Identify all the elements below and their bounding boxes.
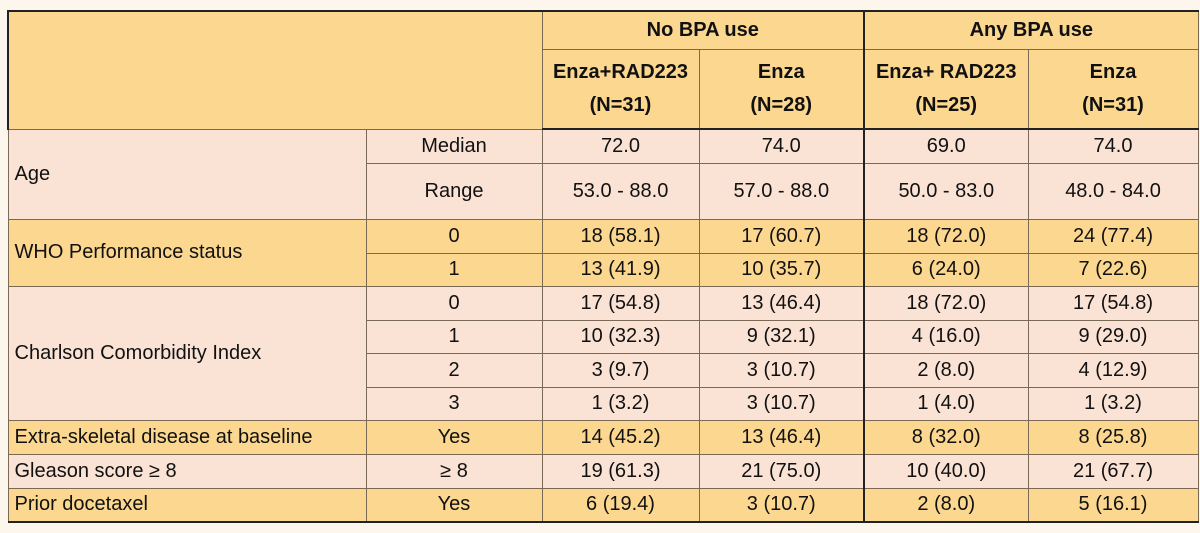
cell-value: 17 (60.7) [698,218,865,254]
row-category: Median [365,128,543,164]
row-category: Yes [365,419,543,455]
table-row: Charlson Comorbidity Index 0 17 (54.8) 1… [7,285,1199,421]
col-name: Enza+ RAD223 [875,60,1017,83]
cell-value: 10 (40.0) [863,453,1029,489]
cell-value: 2 (8.0) [863,352,1029,388]
row-label-docetaxel: Prior docetaxel [7,487,367,523]
group-no-bpa: No BPA use [541,10,865,50]
group-any-bpa: Any BPA use [863,10,1199,50]
col-n: (N=25) [915,93,978,116]
cell-value: 1 (4.0) [863,386,1029,421]
cell-value: 74.0 [698,128,865,164]
table-row: 3 1 (3.2) 3 (10.7) 1 (4.0) 1 (3.2) [8,386,1199,421]
col-header-2: Enza (N=28) [698,48,865,130]
cell-value: 3 (10.7) [698,487,865,523]
cell-value: 53.0 - 88.0 [541,162,700,220]
cell-value: 2 (8.0) [863,487,1029,523]
cell-value: 69.0 [863,128,1029,164]
table-row: Prior docetaxel Yes 6 (19.4) 3 (10.7) 2 … [7,487,1199,523]
cell-value: 4 (16.0) [863,319,1029,354]
table-row: 1 10 (32.3) 9 (32.1) 4 (16.0) 9 (29.0) [8,319,1199,354]
cell-value: 9 (29.0) [1027,319,1199,354]
cell-value: 50.0 - 83.0 [863,162,1029,220]
table-row: Gleason score ≥ 8 ≥ 8 19 (61.3) 21 (75.0… [7,453,1199,489]
col-header-4: Enza (N=31) [1027,48,1199,130]
cell-value: 1 (3.2) [1027,386,1199,421]
cell-value: 21 (75.0) [698,453,865,489]
cell-value: 13 (41.9) [541,252,700,287]
cell-value: 9 (32.1) [698,319,865,354]
row-category: 2 [365,352,543,388]
row-category: 0 [365,285,543,321]
table-row: Range 53.0 - 88.0 57.0 - 88.0 50.0 - 83.… [8,162,1199,220]
header-empty-cell [7,10,543,130]
table-row: WHO Performance status 0 18 (58.1) 17 (6… [7,218,1199,287]
cell-value: 1 (3.2) [541,386,700,421]
row-category: Yes [365,487,543,523]
row-label-who: WHO Performance status [7,218,367,287]
table-row: Age Median 72.0 74.0 69.0 74.0 [7,128,1199,220]
cell-value: 5 (16.1) [1027,487,1199,523]
row-category: Range [365,162,543,220]
cell-value: 7 (22.6) [1027,252,1199,287]
cell-value: 21 (67.7) [1027,453,1199,489]
cell-value: 4 (12.9) [1027,352,1199,388]
cell-value: 17 (54.8) [541,285,700,321]
baseline-characteristics-table: No BPA use Any BPA use Enza+RAD223 (N=31)… [7,10,1199,523]
row-label-age: Age [7,128,367,220]
cell-value: 3 (9.7) [541,352,700,388]
col-n: (N=31) [1082,93,1144,116]
table-row: 1 13 (41.9) 10 (35.7) 6 (24.0) 7 (22.6) [8,252,1199,287]
cell-value: 10 (32.3) [541,319,700,354]
col-n: (N=31) [589,93,652,116]
row-category: ≥ 8 [365,453,543,489]
cell-value: 8 (32.0) [863,419,1029,455]
row-category: 3 [365,386,543,421]
row-category: 1 [365,319,543,354]
cell-value: 19 (61.3) [541,453,700,489]
col-n: (N=28) [750,93,813,116]
header-group-row: No BPA use Any BPA use [7,10,1199,130]
cell-value: 10 (35.7) [698,252,865,287]
col-header-3: Enza+ RAD223 (N=25) [863,48,1029,130]
row-label-charlson: Charlson Comorbidity Index [7,285,367,421]
row-label-gleason: Gleason score ≥ 8 [7,453,367,489]
cell-value: 48.0 - 84.0 [1027,162,1199,220]
row-label-extra-skeletal: Extra-skeletal disease at baseline [7,419,367,455]
cell-value: 74.0 [1027,128,1199,164]
cell-value: 18 (72.0) [863,218,1029,254]
col-name: Enza+RAD223 [552,60,689,83]
cell-value: 14 (45.2) [541,419,700,455]
col-name: Enza [757,60,805,83]
cell-value: 6 (19.4) [541,487,700,523]
cell-value: 18 (72.0) [863,285,1029,321]
cell-value: 3 (10.7) [698,386,865,421]
cell-value: 3 (10.7) [698,352,865,388]
cell-value: 57.0 - 88.0 [698,162,865,220]
cell-value: 6 (24.0) [863,252,1029,287]
row-category: 0 [365,218,543,254]
col-header-1: Enza+RAD223 (N=31) [541,48,700,130]
cell-value: 17 (54.8) [1027,285,1199,321]
col-name: Enza [1089,60,1137,83]
cell-value: 13 (46.4) [698,285,865,321]
cell-value: 24 (77.4) [1027,218,1199,254]
cell-value: 72.0 [541,128,700,164]
table-row: Extra-skeletal disease at baseline Yes 1… [7,419,1199,455]
row-category: 1 [365,252,543,287]
cell-value: 18 (58.1) [541,218,700,254]
cell-value: 8 (25.8) [1027,419,1199,455]
header-column-row: Enza+RAD223 (N=31) Enza (N=28) Enza+ RAD22… [8,48,1199,130]
cell-value: 13 (46.4) [698,419,865,455]
